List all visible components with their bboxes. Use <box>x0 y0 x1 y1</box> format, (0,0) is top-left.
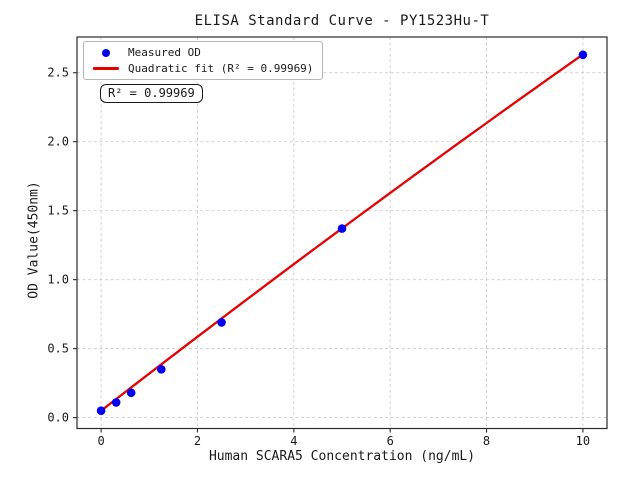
r-squared-annotation: R² = 0.99969 <box>100 84 203 103</box>
x-tick-label: 0 <box>97 434 104 448</box>
y-axis-label: OD Value(450nm) <box>26 181 42 299</box>
legend-label-measured-od: Measured OD <box>128 46 201 59</box>
legend: Measured OD Quadratic fit (R² = 0.99969) <box>83 41 324 80</box>
x-tick-label: 8 <box>483 434 490 448</box>
y-tick-label: 1.5 <box>47 204 69 218</box>
measured-od-point <box>126 388 136 398</box>
measured-od-point <box>157 365 166 374</box>
chart-title: ELISA Standard Curve - PY1523Hu-T <box>194 13 490 29</box>
legend-label-quadratic-fit: Quadratic fit (R² = 0.99969) <box>128 62 314 75</box>
x-tick-label: 4 <box>290 434 297 448</box>
legend-marker-cell <box>91 48 121 57</box>
measured-od-point <box>217 318 226 327</box>
y-tick-label: 0.5 <box>47 342 69 356</box>
y-tick-label: 0.0 <box>47 411 69 425</box>
legend-item-quadratic-fit: Quadratic fit (R² = 0.99969) <box>91 62 313 75</box>
y-tick-label: 2.0 <box>47 135 69 149</box>
x-tick-label: 10 <box>576 434 590 448</box>
measured-od-point <box>111 398 121 407</box>
y-tick-label: 1.0 <box>47 273 69 287</box>
legend-marker-cell <box>91 67 121 70</box>
axes-box <box>76 36 608 430</box>
fit-line-icon <box>93 67 119 70</box>
measured-od-point <box>96 406 106 416</box>
measured-od-point <box>337 224 347 233</box>
y-tick-label: 2.5 <box>47 66 69 80</box>
measured-od-point <box>578 50 588 60</box>
measured-od-dot-icon <box>102 48 110 57</box>
x-tick-label: 6 <box>387 434 394 448</box>
x-tick-label: 2 <box>194 434 201 448</box>
x-axis-label: Human SCARA5 Concentration (ng/mL) <box>208 449 476 464</box>
legend-item-measured-od: Measured OD <box>91 46 313 59</box>
